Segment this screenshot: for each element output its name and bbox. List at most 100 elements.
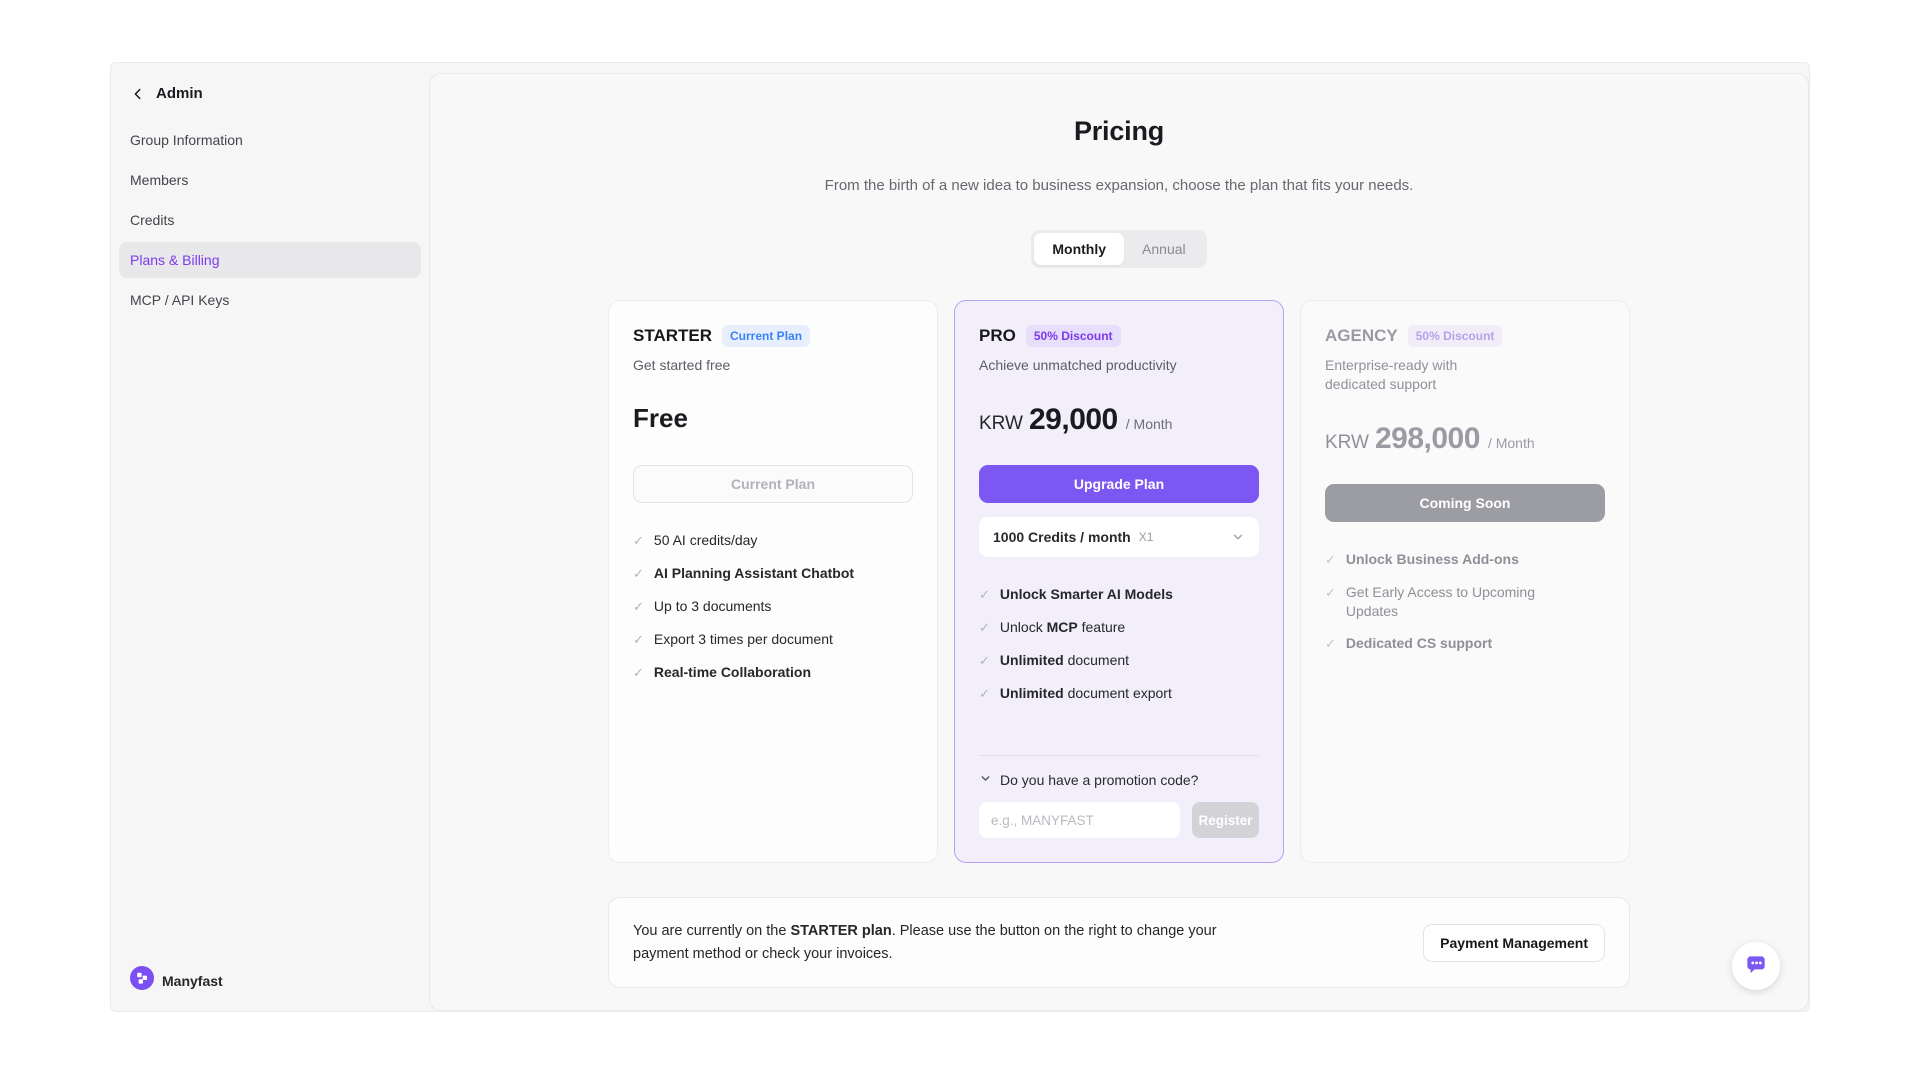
sidebar-title: Admin [156,85,203,102]
check-icon: ✓ [633,565,644,581]
sidebar-item-label: Plans & Billing [130,252,220,268]
feature-text: Up to 3 documents [653,597,772,614]
check-icon: ✓ [633,664,644,680]
page-subtitle: From the birth of a new idea to business… [824,177,1414,194]
sidebar-header: Admin [119,81,421,104]
check-icon: ✓ [979,685,990,701]
pro-discount-badge: 50% Discount [1025,325,1121,347]
sidebar-item[interactable]: Group Information [119,122,421,158]
feature-text: AI Planning Assistant Chatbot [653,564,855,581]
brand: Manyfast [130,966,223,995]
sidebar-nav: Group Information Members Credits Plans … [119,122,421,318]
sidebar-item[interactable]: Plans & Billing [119,242,421,278]
feature-text: Get Early Access to Upcoming Updates [1345,583,1535,619]
current-plan-banner: You are currently on the STARTER plan. P… [608,897,1630,988]
feature-item: ✓ Unlock Smarter AI Models [979,585,1259,604]
feature-item: ✓ Unlimited document export [979,684,1259,703]
chat-launcher-button[interactable] [1732,942,1780,990]
banner-text-suffix: . Please use the button on the right to … [633,923,1217,962]
feature-item: ✓ AI Planning Assistant Chatbot [633,564,913,583]
credits-select-value: 1000 Credits / month [993,529,1131,545]
starter-price: Free [633,403,913,439]
agency-feature-list: ✓ Unlock Business Add-ons ✓ Get Early Ac… [1325,550,1605,668]
toggle-annual[interactable]: Annual [1142,241,1186,257]
starter-feature-list: ✓ 50 AI credits/day ✓ AI Planning Assist… [633,531,913,695]
banner-text-prefix: You are currently on the [633,923,791,940]
banner-text: You are currently on the STARTER plan. P… [633,920,1273,965]
agency-plan-header: AGENCY 50% Discount [1325,325,1605,347]
check-icon: ✓ [979,652,990,668]
feature-item: ✓ Unlock Business Add-ons [1325,550,1535,569]
agency-price-currency: KRW [1325,431,1369,453]
pro-plan-card: PRO 50% Discount Achieve unmatched produ… [954,300,1284,863]
coming-soon-button: Coming Soon [1325,483,1605,522]
starter-plan-card: STARTER Current Plan Get started free Fr… [608,300,938,863]
agency-plan-card: AGENCY 50% Discount Enterprise-ready wit… [1300,300,1630,863]
check-icon: ✓ [1325,636,1336,652]
credits-select[interactable]: 1000 Credits / month X1 [979,517,1259,557]
sidebar-item-label: Credits [130,212,175,228]
pro-price-period: / Month [1125,416,1173,432]
plan-cards: STARTER Current Plan Get started free Fr… [608,300,1630,863]
starter-price-value: Free [633,403,688,433]
check-icon: ✓ [1325,584,1336,600]
promo-code-input[interactable] [979,802,1180,838]
current-plan-button: Current Plan [633,465,913,503]
agency-price-value: 298,000 [1374,421,1480,455]
banner-text-bold: STARTER plan [790,923,892,940]
pro-plan-header: PRO 50% Discount [979,325,1259,347]
agency-discount-badge: 50% Discount [1407,325,1503,347]
feature-text: 50 AI credits/day [653,532,758,548]
feature-item: ✓ Real-time Collaboration [633,663,913,682]
chat-bubble-icon [1743,951,1769,982]
sidebar-item[interactable]: Members [119,162,421,198]
sidebar-item[interactable]: MCP / API Keys [119,282,421,318]
feature-text: Unlock Business Add-ons [1345,550,1519,567]
sidebar-item[interactable]: Credits [119,202,421,238]
brand-name: Manyfast [162,972,223,989]
sidebar-item-label: MCP / API Keys [130,292,230,308]
feature-item: ✓ Get Early Access to Upcoming Updates [1325,583,1535,621]
chevron-down-icon [1231,530,1245,544]
starter-plan-description: Get started free [633,357,731,373]
promo-section: Do you have a promotion code? Register [979,755,1259,838]
feature-text: Real-time Collaboration [653,663,812,680]
credits-multiplier: X1 [1138,530,1154,544]
pro-plan-description: Achieve unmatched productivity [979,357,1177,373]
feature-item: ✓ Unlock MCP feature [979,618,1259,637]
feature-item: ✓ 50 AI credits/day [633,531,913,550]
feature-text: Unlock MCP feature [999,618,1126,635]
feature-text: Unlimited document [999,651,1130,668]
promo-register-button: Register [1192,802,1259,838]
feature-item: ✓ Unlimited document [979,651,1259,670]
sidebar-item-label: Group Information [130,132,243,148]
agency-price: KRW 298,000 / Month [1325,422,1605,458]
starter-plan-header: STARTER Current Plan [633,325,913,347]
agency-price-period: / Month [1487,434,1535,451]
sidebar-item-label: Members [130,172,189,188]
current-plan-badge: Current Plan [722,325,811,347]
upgrade-plan-button[interactable]: Upgrade Plan [979,465,1259,503]
check-icon: ✓ [1325,551,1336,567]
brand-logo-icon [130,966,154,995]
toggle-monthly[interactable]: Monthly [1034,233,1125,265]
promo-toggle[interactable]: Do you have a promotion code? [979,772,1259,788]
pro-price-value: 29,000 [1028,403,1118,436]
starter-plan-name: STARTER [633,326,713,345]
sidebar: Admin Group Information Members Credits … [111,63,429,1011]
feature-text: Export 3 times per document [653,630,833,647]
back-icon[interactable] [130,86,146,102]
pricing-panel: Pricing From the birth of a new idea to … [429,73,1809,1011]
billing-period-toggle: Monthly Annual [1031,230,1207,268]
page-title: Pricing [1073,116,1165,146]
check-icon: ✓ [633,533,644,548]
agency-plan-name: AGENCY [1325,326,1398,345]
feature-text: Dedicated CS support [1345,635,1493,652]
feature-item: ✓ Dedicated CS support [1325,634,1535,653]
check-icon: ✓ [979,587,990,602]
feature-text: Unlock Smarter AI Models [999,586,1173,602]
promo-label: Do you have a promotion code? [1000,772,1199,788]
pro-price-currency: KRW [979,413,1023,434]
pro-feature-list: ✓ Unlock Smarter AI Models ✓ Unlock MCP … [979,585,1259,717]
payment-management-button[interactable]: Payment Management [1423,923,1605,962]
